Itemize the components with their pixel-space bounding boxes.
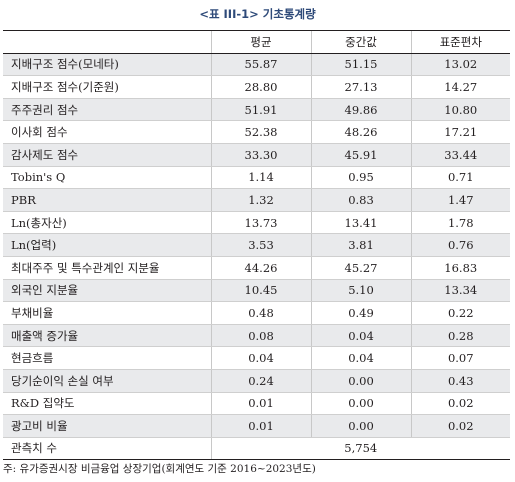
cell-sd: 0.71 [410,166,510,190]
cell-sd: 1.78 [410,211,510,235]
row-label: Ln(총자산) [3,211,211,235]
observations-value: 5,754 [210,437,510,461]
cell-mean: 0.01 [210,392,311,416]
cell-sd: 1.47 [410,188,510,212]
table-row: Ln(업력) 3.53 3.81 0.76 [3,233,510,257]
row-label: 지배구조 점수(기준원) [3,75,211,99]
cell-sd: 0.02 [410,392,510,416]
cell-mean: 0.08 [210,324,311,348]
table-row: R&D 집약도 0.01 0.00 0.02 [3,392,510,416]
cell-sd: 33.44 [410,143,510,167]
row-label: 당기순이익 손실 여부 [3,369,211,393]
cell-mean: 0.24 [210,369,311,393]
cell-mean: 1.32 [210,188,311,212]
cell-mean: 0.48 [210,301,311,325]
header-mean: 평균 [210,30,311,54]
table-row: 매출액 증가율 0.08 0.04 0.28 [3,324,510,348]
cell-mean: 3.53 [210,233,311,257]
row-label: 이사회 점수 [3,120,211,144]
table-row: PBR 1.32 0.83 1.47 [3,188,510,212]
cell-median: 13.41 [310,211,411,235]
cell-median: 0.00 [310,414,411,438]
cell-median: 5.10 [310,279,411,303]
cell-mean: 13.73 [210,211,311,235]
table-row: 감사제도 점수 33.30 45.91 33.44 [3,143,510,167]
table-row: 외국인 지분율 10.45 5.10 13.34 [3,279,510,303]
cell-mean: 0.04 [210,346,311,370]
table-row: 지배구조 점수(모네타) 55.87 51.15 13.02 [3,53,510,77]
cell-mean: 33.30 [210,143,311,167]
row-label: 매출액 증가율 [3,324,211,348]
cell-sd: 0.02 [410,414,510,438]
cell-median: 0.49 [310,301,411,325]
row-label: 지배구조 점수(모네타) [3,53,211,77]
cell-sd: 10.80 [410,98,510,122]
cell-median: 0.00 [310,392,411,416]
cell-mean: 1.14 [210,166,311,190]
table-row: 주주권리 점수 51.91 49.86 10.80 [3,98,510,122]
cell-mean: 44.26 [210,256,311,280]
cell-median: 0.00 [310,369,411,393]
table-row: 이사회 점수 52.38 48.26 17.21 [3,120,510,144]
table-row: Ln(총자산) 13.73 13.41 1.78 [3,211,510,235]
row-label: Tobin's Q [3,166,211,190]
header-median: 중간값 [310,30,411,54]
statistics-table: 평균 중간값 표준편차 지배구조 점수(모네타) 55.87 51.15 13.02 지… [3,30,510,461]
row-label: 최대주주 및 특수관계인 지분율 [3,256,211,280]
cell-median: 45.27 [310,256,411,280]
row-label: 외국인 지분율 [3,279,211,303]
table-row: 당기순이익 손실 여부 0.24 0.00 0.43 [3,369,510,393]
table-title: <표 III-1> 기초통계량 [199,7,316,21]
table-row: 지배구조 점수(기준원) 28.80 27.13 14.27 [3,75,510,99]
cell-sd: 0.43 [410,369,510,393]
cell-sd: 0.76 [410,233,510,257]
cell-median: 0.83 [310,188,411,212]
table-note: 주: 유가증권시장 비금융업 상장기업(회계연도 기준 2016~2023년도) [3,463,316,475]
table-header-row: 평균 중간값 표준편차 [3,30,510,54]
row-label: R&D 집약도 [3,392,211,416]
cell-median: 0.95 [310,166,411,190]
cell-median: 27.13 [310,75,411,99]
cell-median: 0.04 [310,324,411,348]
table-row: 최대주주 및 특수관계인 지분율 44.26 45.27 16.83 [3,256,510,280]
row-label: 현금흐름 [3,346,211,370]
cell-median: 0.04 [310,346,411,370]
table-row: Tobin's Q 1.14 0.95 0.71 [3,166,510,190]
cell-sd: 13.02 [410,53,510,77]
row-label: 감사제도 점수 [3,143,211,167]
cell-mean: 28.80 [210,75,311,99]
observations-row: 관측치 수 5,754 [3,437,510,461]
cell-mean: 55.87 [210,53,311,77]
cell-median: 49.86 [310,98,411,122]
cell-sd: 13.34 [410,279,510,303]
cell-median: 45.91 [310,143,411,167]
cell-sd: 0.07 [410,346,510,370]
table-row: 광고비 비율 0.01 0.00 0.02 [3,414,510,438]
table-row: 현금흐름 0.04 0.04 0.07 [3,346,510,370]
row-label: 광고비 비율 [3,414,211,438]
cell-mean: 0.01 [210,414,311,438]
cell-sd: 14.27 [410,75,510,99]
row-label: PBR [3,188,211,212]
header-variable [3,30,211,54]
row-label: 부채비율 [3,301,211,325]
header-sd: 표준편차 [410,30,510,54]
row-label: 주주권리 점수 [3,98,211,122]
cell-mean: 51.91 [210,98,311,122]
table-row: 부채비율 0.48 0.49 0.22 [3,301,510,325]
cell-median: 48.26 [310,120,411,144]
row-label: Ln(업력) [3,233,211,257]
cell-mean: 10.45 [210,279,311,303]
cell-sd: 0.28 [410,324,510,348]
cell-sd: 16.83 [410,256,510,280]
cell-median: 3.81 [310,233,411,257]
cell-mean: 52.38 [210,120,311,144]
cell-median: 51.15 [310,53,411,77]
cell-sd: 17.21 [410,120,510,144]
observations-label: 관측치 수 [3,437,211,461]
cell-sd: 0.22 [410,301,510,325]
